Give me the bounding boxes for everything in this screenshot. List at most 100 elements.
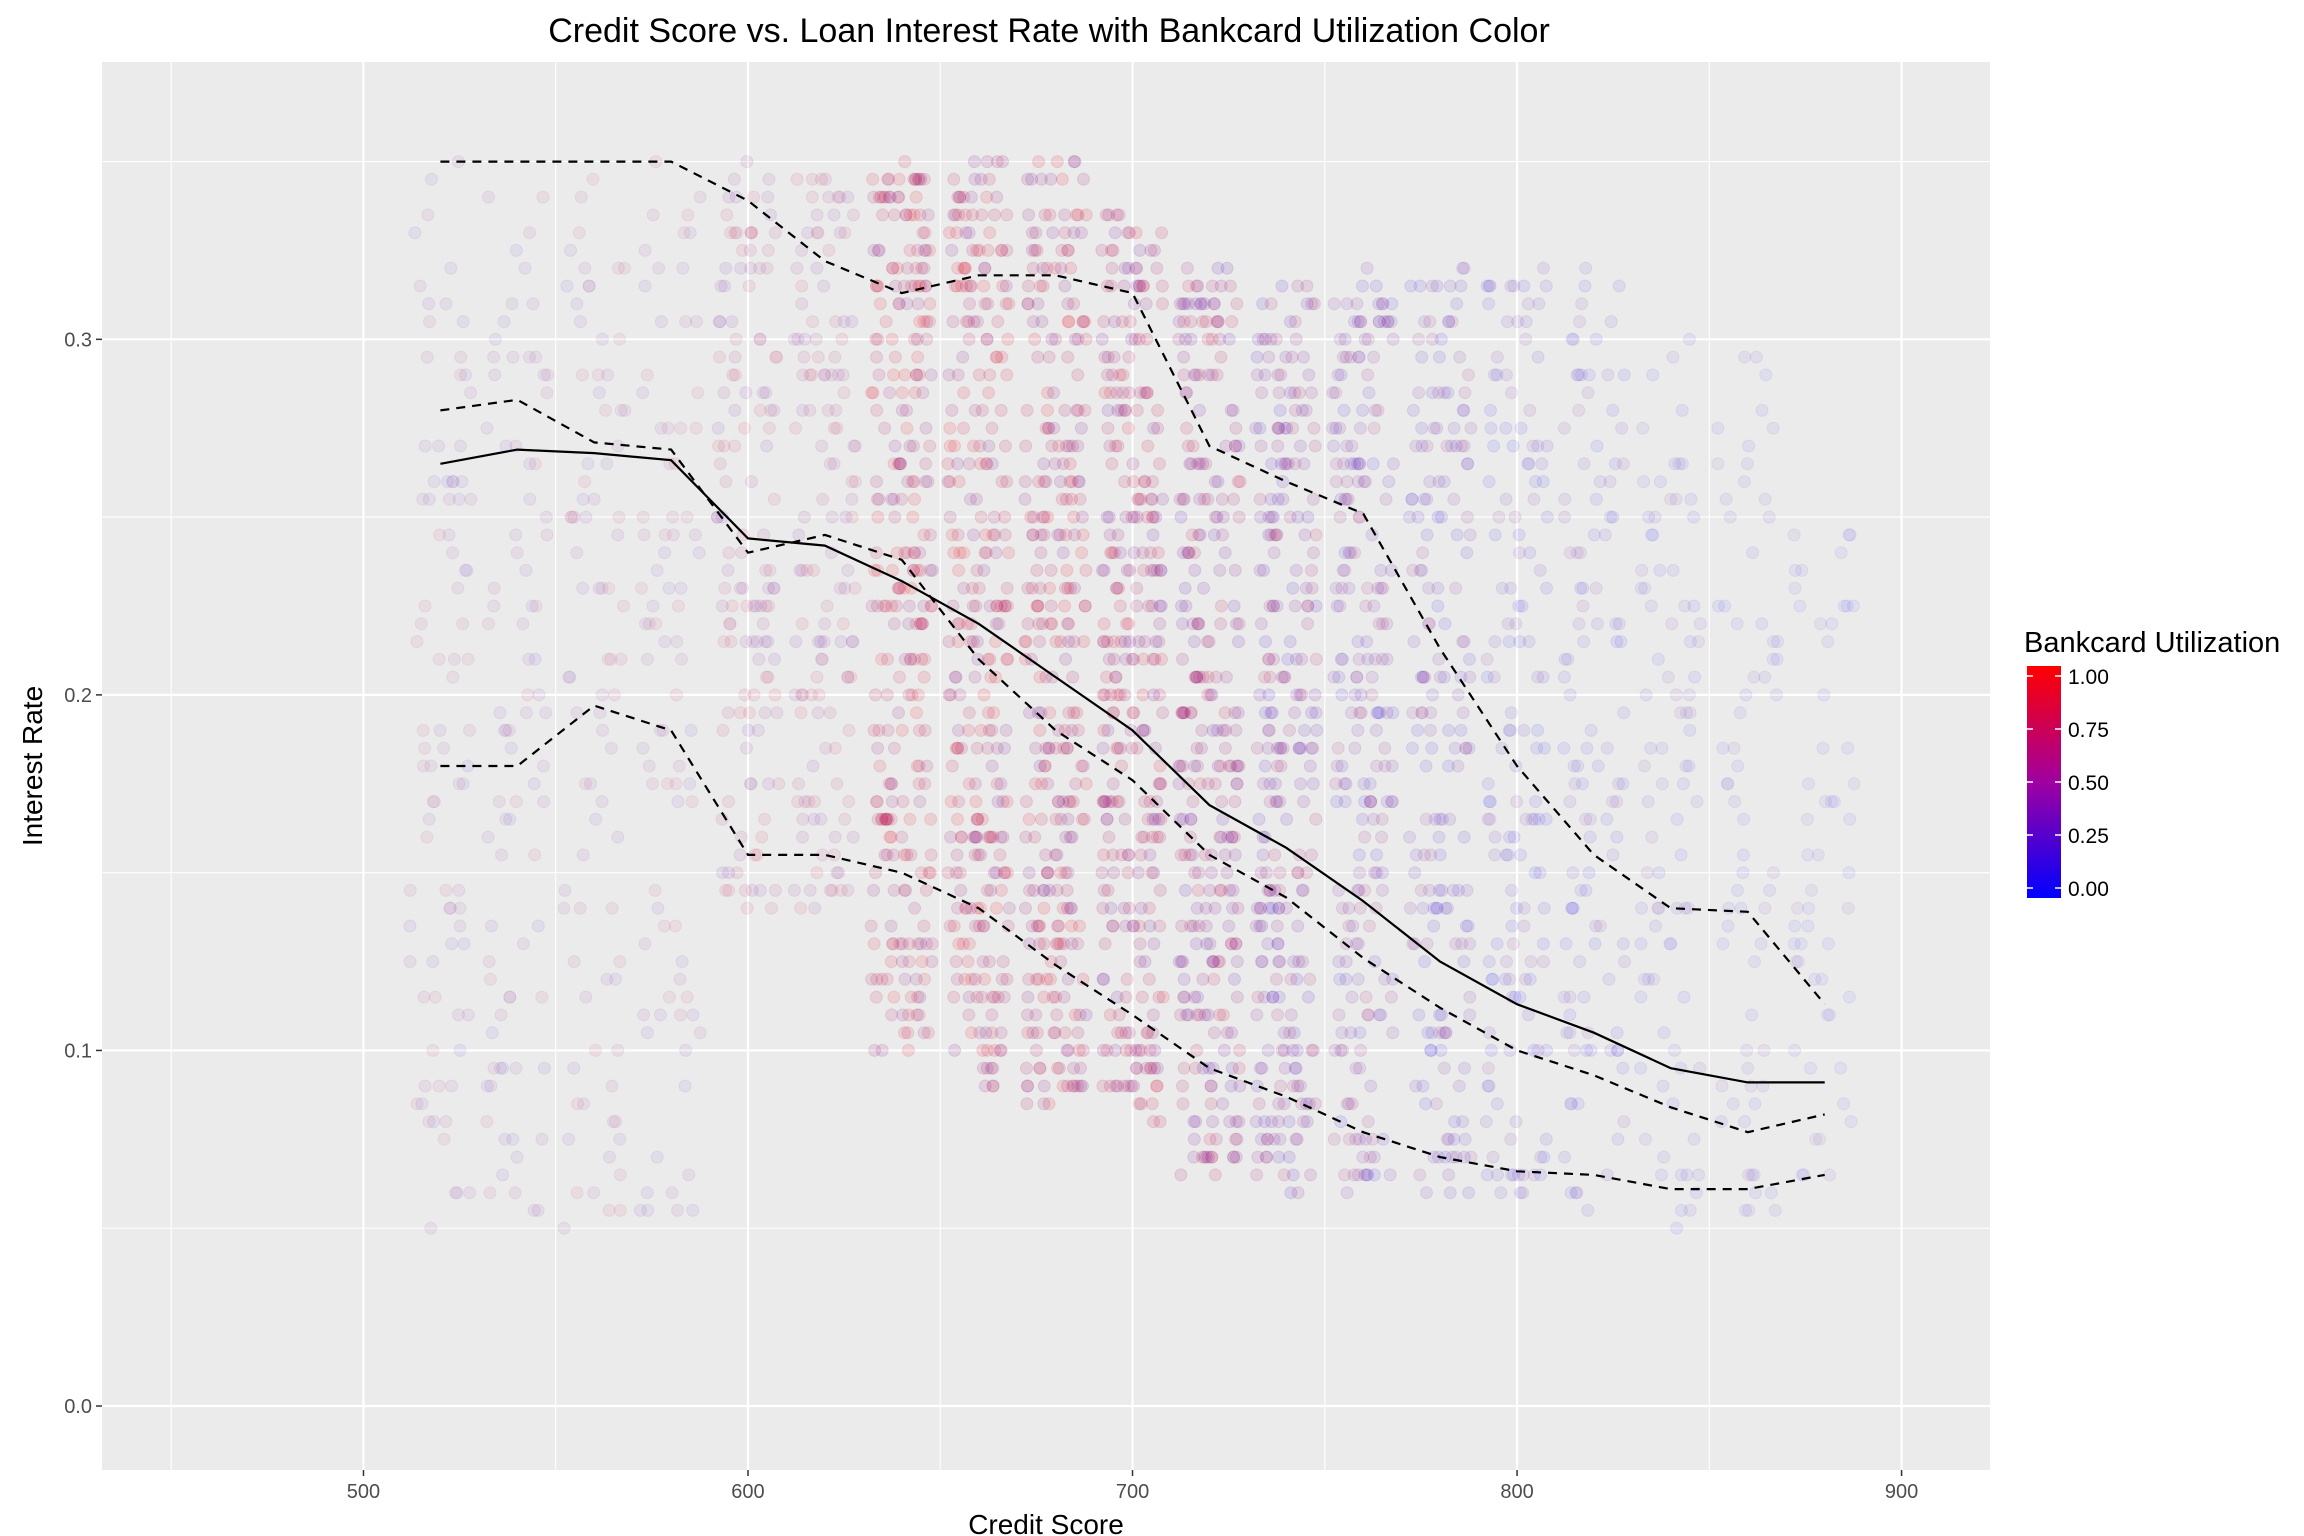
scatter-point	[736, 581, 750, 595]
scatter-point	[1043, 883, 1057, 897]
scatter-point	[575, 368, 589, 382]
scatter-point	[1427, 919, 1441, 933]
scatter-point	[1071, 368, 1085, 382]
scatter-point	[1196, 315, 1210, 329]
scatter-point	[1352, 350, 1366, 364]
scatter-point	[948, 279, 962, 293]
scatter-point	[878, 848, 892, 862]
scatter-point	[446, 670, 460, 684]
scatter-point	[1025, 226, 1039, 240]
scatter-point	[1286, 1168, 1300, 1182]
scatter-point	[528, 457, 542, 471]
scatter-point	[1024, 510, 1038, 524]
scatter-point	[1143, 919, 1157, 933]
y-tick-label: 0.1	[64, 1040, 92, 1062]
scatter-point	[871, 510, 885, 524]
scatter-point	[1184, 332, 1198, 346]
scatter-point	[1454, 279, 1468, 293]
scatter-point	[1205, 279, 1219, 293]
scatter-point	[1037, 475, 1051, 489]
scatter-point	[1130, 261, 1144, 275]
scatter-point	[1045, 332, 1059, 346]
scatter-point	[1539, 1132, 1553, 1146]
scatter-point	[1529, 795, 1543, 809]
scatter-point	[1458, 1061, 1471, 1075]
scatter-point	[919, 421, 933, 435]
scatter-point	[442, 492, 456, 506]
scatter-point	[848, 581, 862, 595]
scatter-point	[798, 795, 812, 809]
scatter-point	[1290, 688, 1304, 702]
scatter-point	[896, 1008, 910, 1022]
scatter-point	[1196, 972, 1210, 986]
scatter-point	[1490, 937, 1504, 951]
scatter-point	[1030, 243, 1044, 257]
scatter-point	[810, 866, 824, 880]
scatter-point	[562, 670, 576, 684]
scatter-point	[886, 937, 900, 951]
scatter-point	[1669, 688, 1683, 702]
scatter-point	[828, 830, 842, 844]
scatter-point	[1488, 830, 1502, 844]
scatter-point	[1019, 439, 1033, 453]
scatter-point	[870, 403, 884, 417]
scatter-point	[728, 403, 742, 417]
scatter-point	[420, 830, 434, 844]
scatter-point	[1766, 635, 1780, 649]
scatter-point	[589, 1043, 602, 1057]
scatter-point	[1033, 581, 1047, 595]
scatter-point	[993, 1043, 1007, 1057]
scatter-point	[1407, 635, 1421, 649]
scatter-point	[734, 261, 748, 275]
scatter-point	[974, 848, 988, 862]
scatter-point	[962, 777, 976, 791]
scatter-point	[1298, 528, 1312, 542]
scatter-point	[516, 617, 530, 631]
scatter-point	[981, 741, 995, 755]
scatter-point	[1143, 848, 1157, 862]
scatter-point	[589, 812, 603, 826]
scatter-point	[1214, 599, 1228, 613]
scatter-point	[1755, 403, 1769, 417]
scatter-point	[1184, 812, 1198, 826]
scatter-point	[1047, 421, 1061, 435]
scatter-point	[1584, 723, 1598, 737]
scatter-point	[1719, 492, 1733, 506]
scatter-point	[1582, 368, 1596, 382]
scatter-point	[1060, 741, 1074, 755]
scatter-point	[1113, 741, 1127, 755]
scatter-point	[1120, 617, 1133, 631]
scatter-point	[969, 492, 983, 506]
scatter-point	[1372, 1008, 1386, 1022]
scatter-point	[1028, 830, 1042, 844]
scatter-point	[1680, 706, 1693, 720]
scatter-point	[1111, 1079, 1124, 1093]
scatter-point	[977, 919, 991, 933]
scatter-point	[1037, 901, 1051, 915]
scatter-point	[1051, 528, 1065, 542]
scatter-point	[1047, 1026, 1061, 1040]
scatter-point	[444, 261, 458, 275]
scatter-point	[428, 990, 442, 1004]
scatter-point	[1132, 1097, 1146, 1111]
scatter-point	[528, 848, 542, 862]
scatter-point	[1026, 315, 1040, 329]
scatter-point	[1721, 919, 1735, 933]
scatter-point	[907, 208, 921, 222]
scatter-point	[1488, 848, 1502, 862]
scatter-point	[885, 1008, 899, 1022]
scatter-point	[1309, 812, 1323, 826]
scatter-point	[581, 457, 595, 471]
scatter-point	[574, 190, 588, 204]
scatter-point	[1050, 883, 1064, 897]
scatter-point	[911, 172, 925, 186]
scatter-point	[1097, 795, 1111, 809]
scatter-point	[980, 1061, 994, 1075]
scatter-point	[762, 599, 775, 613]
scatter-point	[975, 208, 989, 222]
scatter-point	[1589, 492, 1603, 506]
scatter-point	[1108, 226, 1122, 240]
scatter-point	[1352, 652, 1366, 666]
scatter-point	[966, 208, 979, 222]
scatter-point	[1052, 1061, 1066, 1075]
